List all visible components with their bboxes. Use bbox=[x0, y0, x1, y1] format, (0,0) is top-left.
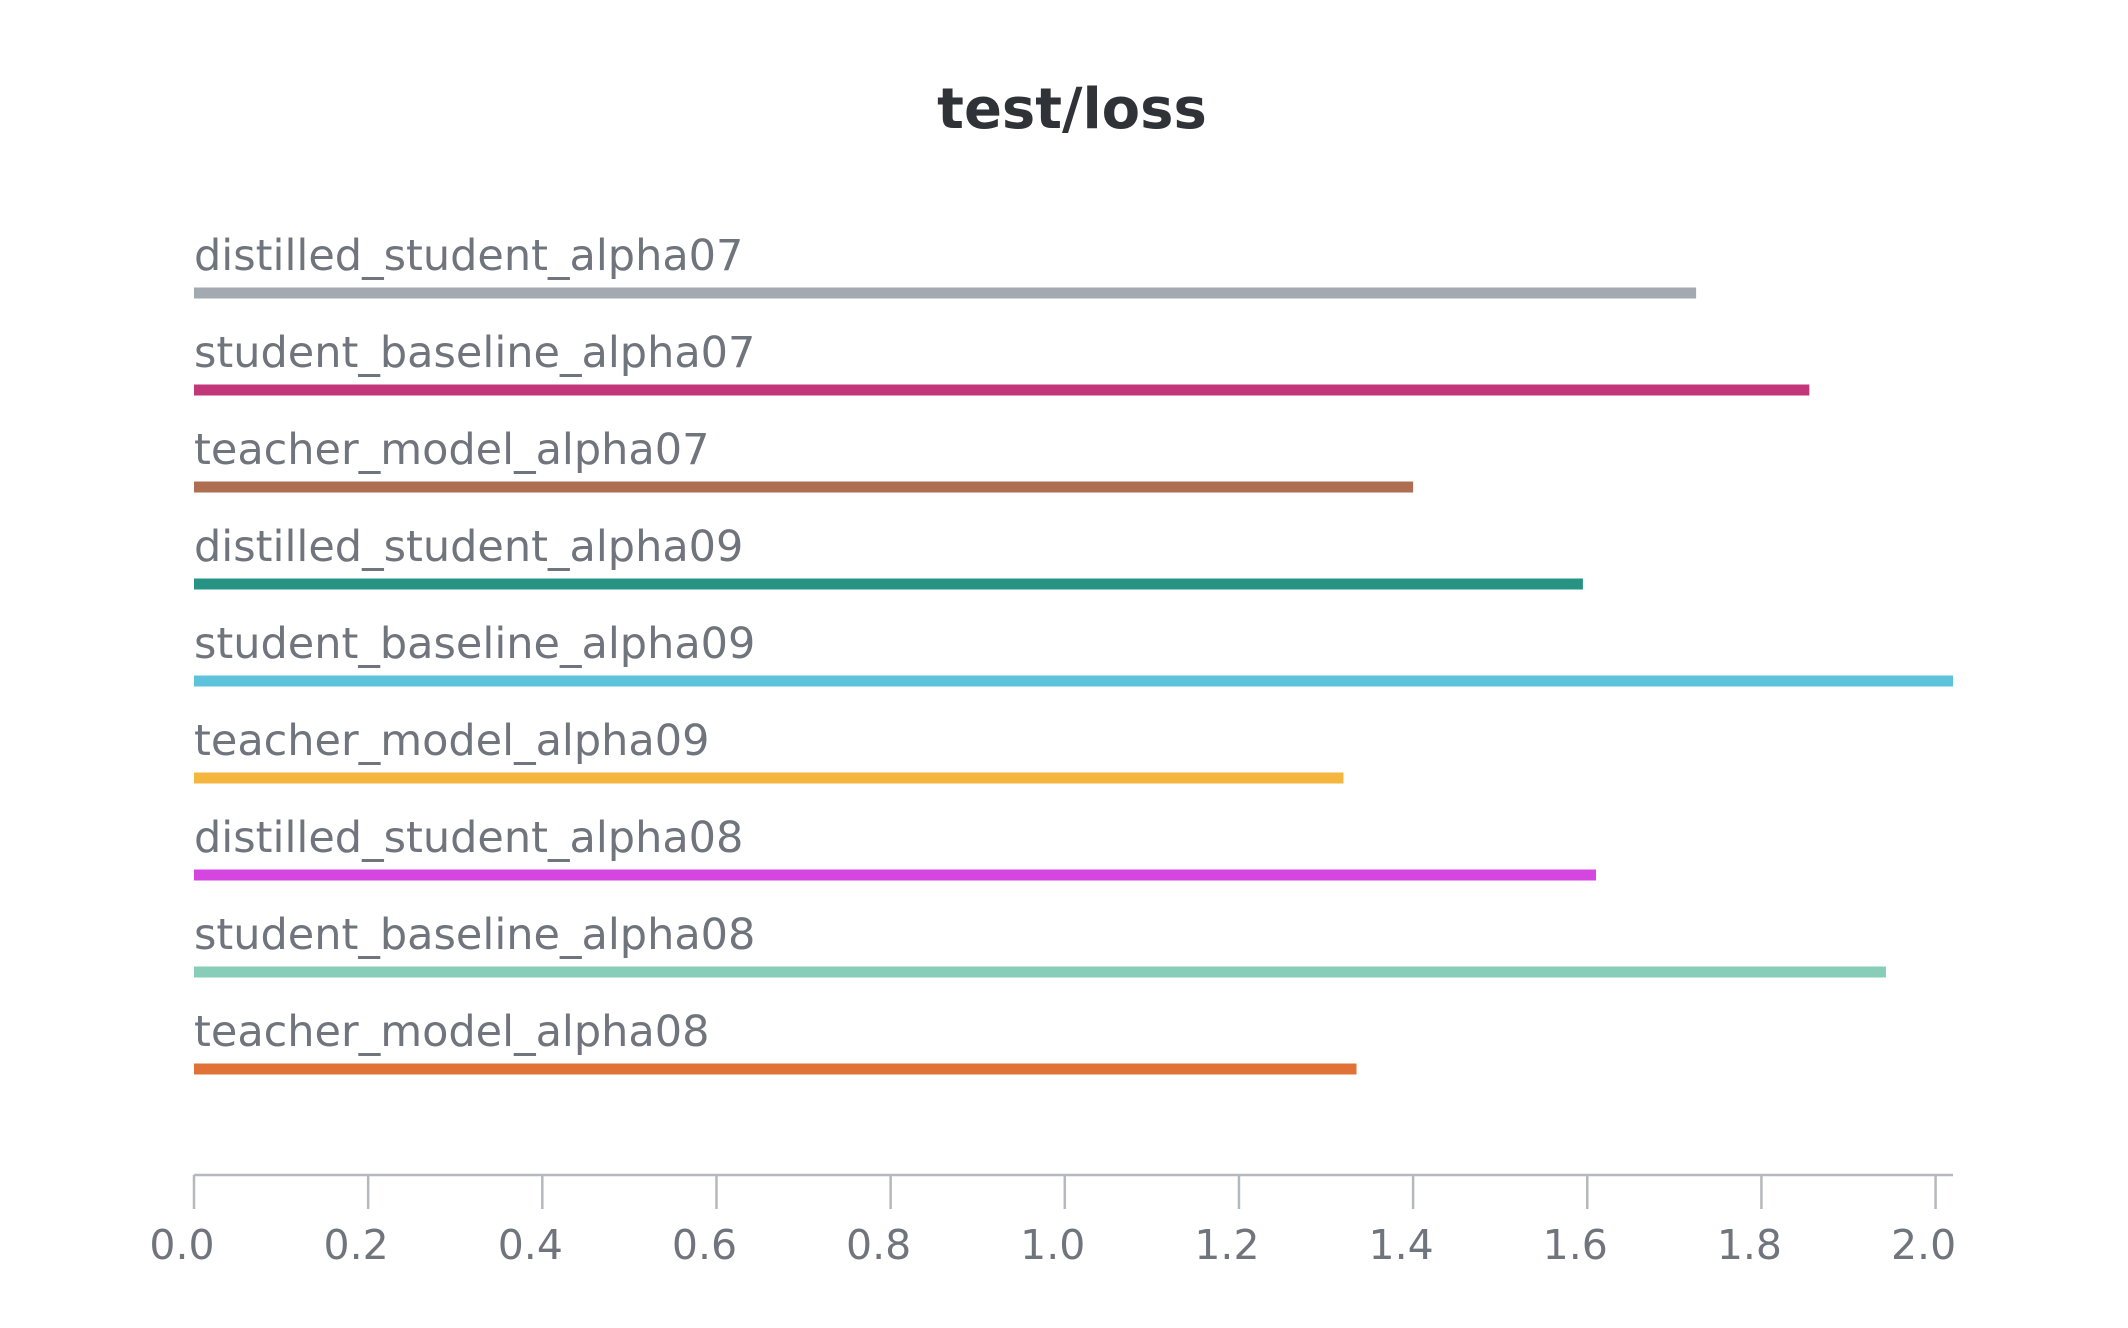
x-tick-label: 1.4 bbox=[1368, 1221, 1433, 1269]
x-tick-label: 0.2 bbox=[324, 1221, 389, 1269]
bar-label: distilled_student_alpha09 bbox=[194, 522, 743, 572]
bar bbox=[194, 481, 1414, 493]
bar-label: teacher_model_alpha09 bbox=[194, 716, 710, 766]
x-tick-label: 1.2 bbox=[1194, 1221, 1259, 1269]
x-axis: 0.0 0.2 0.4 0.6 0.8 1.0 1.2 1.4 1.6 1.8 2.0 bbox=[149, 1173, 1956, 1269]
bar-label: teacher_model_alpha07 bbox=[194, 425, 710, 475]
bar bbox=[194, 578, 1583, 590]
bar-label: student_baseline_alpha09 bbox=[194, 619, 755, 669]
x-tick-label: 0.8 bbox=[846, 1221, 911, 1269]
bar bbox=[194, 772, 1344, 784]
bar-label: student_baseline_alpha07 bbox=[194, 328, 755, 378]
bar-label: distilled_student_alpha08 bbox=[194, 813, 743, 863]
x-tick-label: 0.4 bbox=[498, 1221, 563, 1269]
bar-label: teacher_model_alpha08 bbox=[194, 1007, 710, 1057]
bar bbox=[194, 287, 1697, 299]
x-tick-label: 0.0 bbox=[149, 1221, 214, 1269]
bar-label: distilled_student_alpha07 bbox=[194, 231, 743, 281]
x-tick-label: 1.6 bbox=[1543, 1221, 1608, 1269]
bar bbox=[194, 869, 1596, 881]
x-tick-label: 0.6 bbox=[672, 1221, 737, 1269]
bar-label: student_baseline_alpha08 bbox=[194, 910, 755, 960]
x-tick-label: 2.0 bbox=[1891, 1221, 1956, 1269]
bars-group: distilled_student_alpha07 student_baselin… bbox=[194, 231, 1953, 1075]
bar bbox=[194, 1063, 1357, 1075]
bar bbox=[194, 675, 1953, 687]
x-tick-label: 1.0 bbox=[1020, 1221, 1085, 1269]
bar bbox=[194, 966, 1886, 978]
x-tick-label: 1.8 bbox=[1717, 1221, 1782, 1269]
chart-title: test/loss bbox=[937, 77, 1207, 142]
bar bbox=[194, 384, 1810, 396]
